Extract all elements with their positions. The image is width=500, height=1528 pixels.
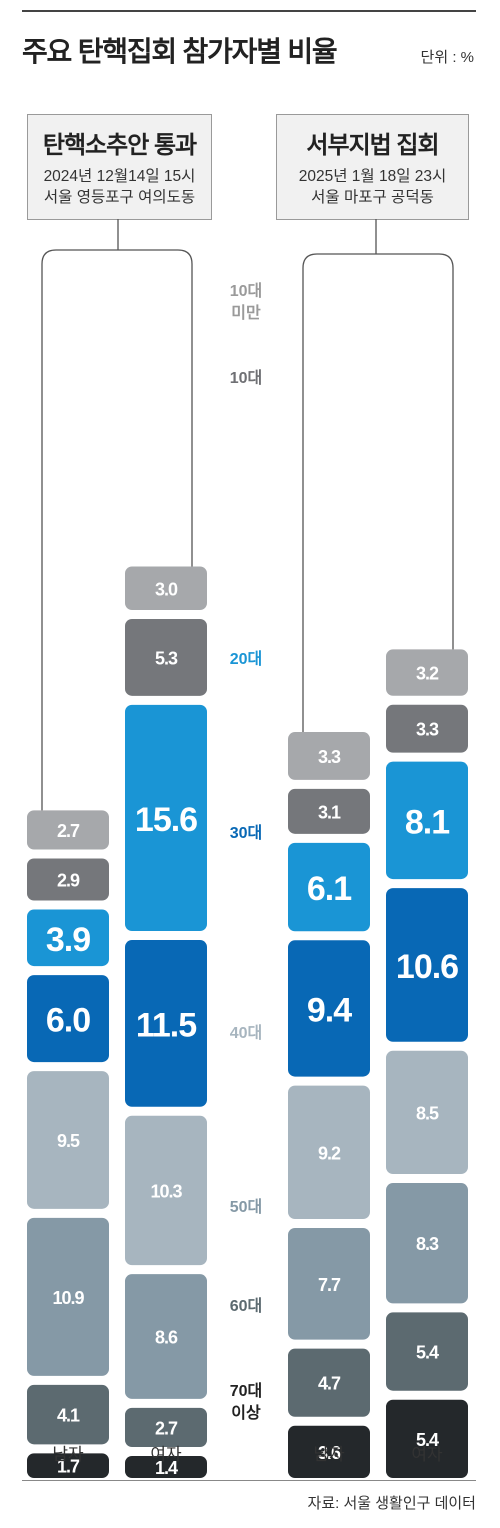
data-label: 8.6 xyxy=(155,1328,178,1348)
data-label: 6.0 xyxy=(46,1002,90,1040)
bar xyxy=(386,704,468,753)
data-label: 3.1 xyxy=(318,802,341,822)
bracket-court xyxy=(302,219,454,733)
data-label: 1.4 xyxy=(155,1458,178,1478)
data-label: 3.6 xyxy=(318,1443,341,1463)
bar xyxy=(386,649,468,696)
bar xyxy=(386,888,468,1042)
bar xyxy=(27,1071,109,1209)
data-label: 1.7 xyxy=(57,1457,80,1477)
bar xyxy=(386,1312,468,1391)
header-rule xyxy=(22,10,476,12)
age-label: 70대 xyxy=(230,1382,263,1400)
bar xyxy=(125,566,207,610)
data-label: 5.3 xyxy=(155,648,178,668)
age-label: 미만 xyxy=(231,304,261,322)
event-place: 서울 마포구 공덕동 xyxy=(311,189,434,206)
event-title: 서부지법 집회 xyxy=(306,132,439,159)
series-label: 남자 xyxy=(313,1445,345,1464)
series-label: 남자 xyxy=(52,1445,84,1464)
source-note: 자료: 서울 생활인구 데이터 xyxy=(307,1495,476,1512)
data-label: 2.7 xyxy=(155,1418,178,1438)
event-date: 2024년 12월14일 15시 xyxy=(43,168,196,185)
data-label: 5.4 xyxy=(416,1430,439,1450)
age-label: 20대 xyxy=(230,650,263,668)
data-label: 3.0 xyxy=(155,579,178,599)
bar xyxy=(125,940,207,1107)
data-label: 2.9 xyxy=(57,871,80,891)
data-label: 10.6 xyxy=(396,948,458,986)
event-title: 탄핵소추안 통과 xyxy=(42,132,197,159)
bar xyxy=(125,619,207,696)
bar xyxy=(386,1183,468,1304)
bar xyxy=(125,1407,207,1447)
bar xyxy=(386,761,468,880)
bar xyxy=(125,1456,207,1478)
bar xyxy=(27,975,109,1063)
age-label: 10대 xyxy=(230,369,263,387)
bar xyxy=(125,704,207,932)
age-label: 10대 xyxy=(230,282,263,300)
data-label: 8.3 xyxy=(416,1234,439,1254)
data-label: 7.7 xyxy=(318,1275,341,1295)
data-label: 11.5 xyxy=(136,1006,196,1044)
data-label: 6.1 xyxy=(307,870,351,908)
chart-title: 주요 탄핵집회 참가자별 비율 xyxy=(22,36,338,67)
age-label: 60대 xyxy=(230,1297,263,1315)
data-label: 10.3 xyxy=(150,1181,182,1201)
data-label: 5.4 xyxy=(416,1343,439,1363)
series-label: 여자 xyxy=(411,1445,443,1464)
data-label: 9.5 xyxy=(57,1131,80,1151)
data-label: 4.7 xyxy=(318,1374,341,1394)
age-label: 40대 xyxy=(230,1024,263,1042)
data-label: 9.2 xyxy=(318,1143,341,1163)
bar xyxy=(288,1425,370,1478)
bar xyxy=(386,1399,468,1478)
data-label: 4.1 xyxy=(57,1406,80,1426)
data-label: 9.4 xyxy=(307,991,352,1029)
data-label: 8.1 xyxy=(405,803,449,841)
data-label: 3.3 xyxy=(318,747,341,767)
event-place: 서울 영등포구 여의도동 xyxy=(43,189,196,206)
event-box-impeachment: 탄핵소추안 통과 2024년 12월14일 15시 서울 영등포구 여의도동 xyxy=(27,114,212,220)
data-label: 3.9 xyxy=(46,921,90,959)
bar xyxy=(27,1453,109,1478)
series-label: 여자 xyxy=(150,1445,182,1464)
bar xyxy=(288,940,370,1077)
bracket-impeachment xyxy=(41,219,193,811)
bar xyxy=(125,1115,207,1266)
footer-rule xyxy=(22,1480,476,1481)
bar xyxy=(27,1217,109,1376)
event-date: 2025년 1월 18일 23시 xyxy=(298,168,447,185)
age-label: 50대 xyxy=(230,1198,263,1216)
age-label: 30대 xyxy=(230,824,263,842)
bar xyxy=(288,788,370,834)
age-label: 이상 xyxy=(231,1404,261,1422)
data-label: 3.3 xyxy=(416,720,439,740)
bar xyxy=(288,1085,370,1219)
data-label: 15.6 xyxy=(135,801,197,839)
bar xyxy=(27,909,109,967)
unit-label: 단위 : % xyxy=(420,49,474,66)
bar xyxy=(27,1384,109,1445)
bar xyxy=(288,732,370,780)
data-label: 3.2 xyxy=(416,664,439,684)
bar xyxy=(27,858,109,901)
bar xyxy=(288,1228,370,1340)
bar xyxy=(288,842,370,932)
bar xyxy=(288,1348,370,1417)
bar xyxy=(27,810,109,850)
data-label: 2.7 xyxy=(57,821,80,841)
data-label: 8.5 xyxy=(416,1103,439,1123)
bar xyxy=(125,1274,207,1399)
bar xyxy=(386,1050,468,1175)
data-label: 10.9 xyxy=(52,1288,84,1308)
event-box-court: 서부지법 집회 2025년 1월 18일 23시 서울 마포구 공덕동 xyxy=(276,114,469,220)
